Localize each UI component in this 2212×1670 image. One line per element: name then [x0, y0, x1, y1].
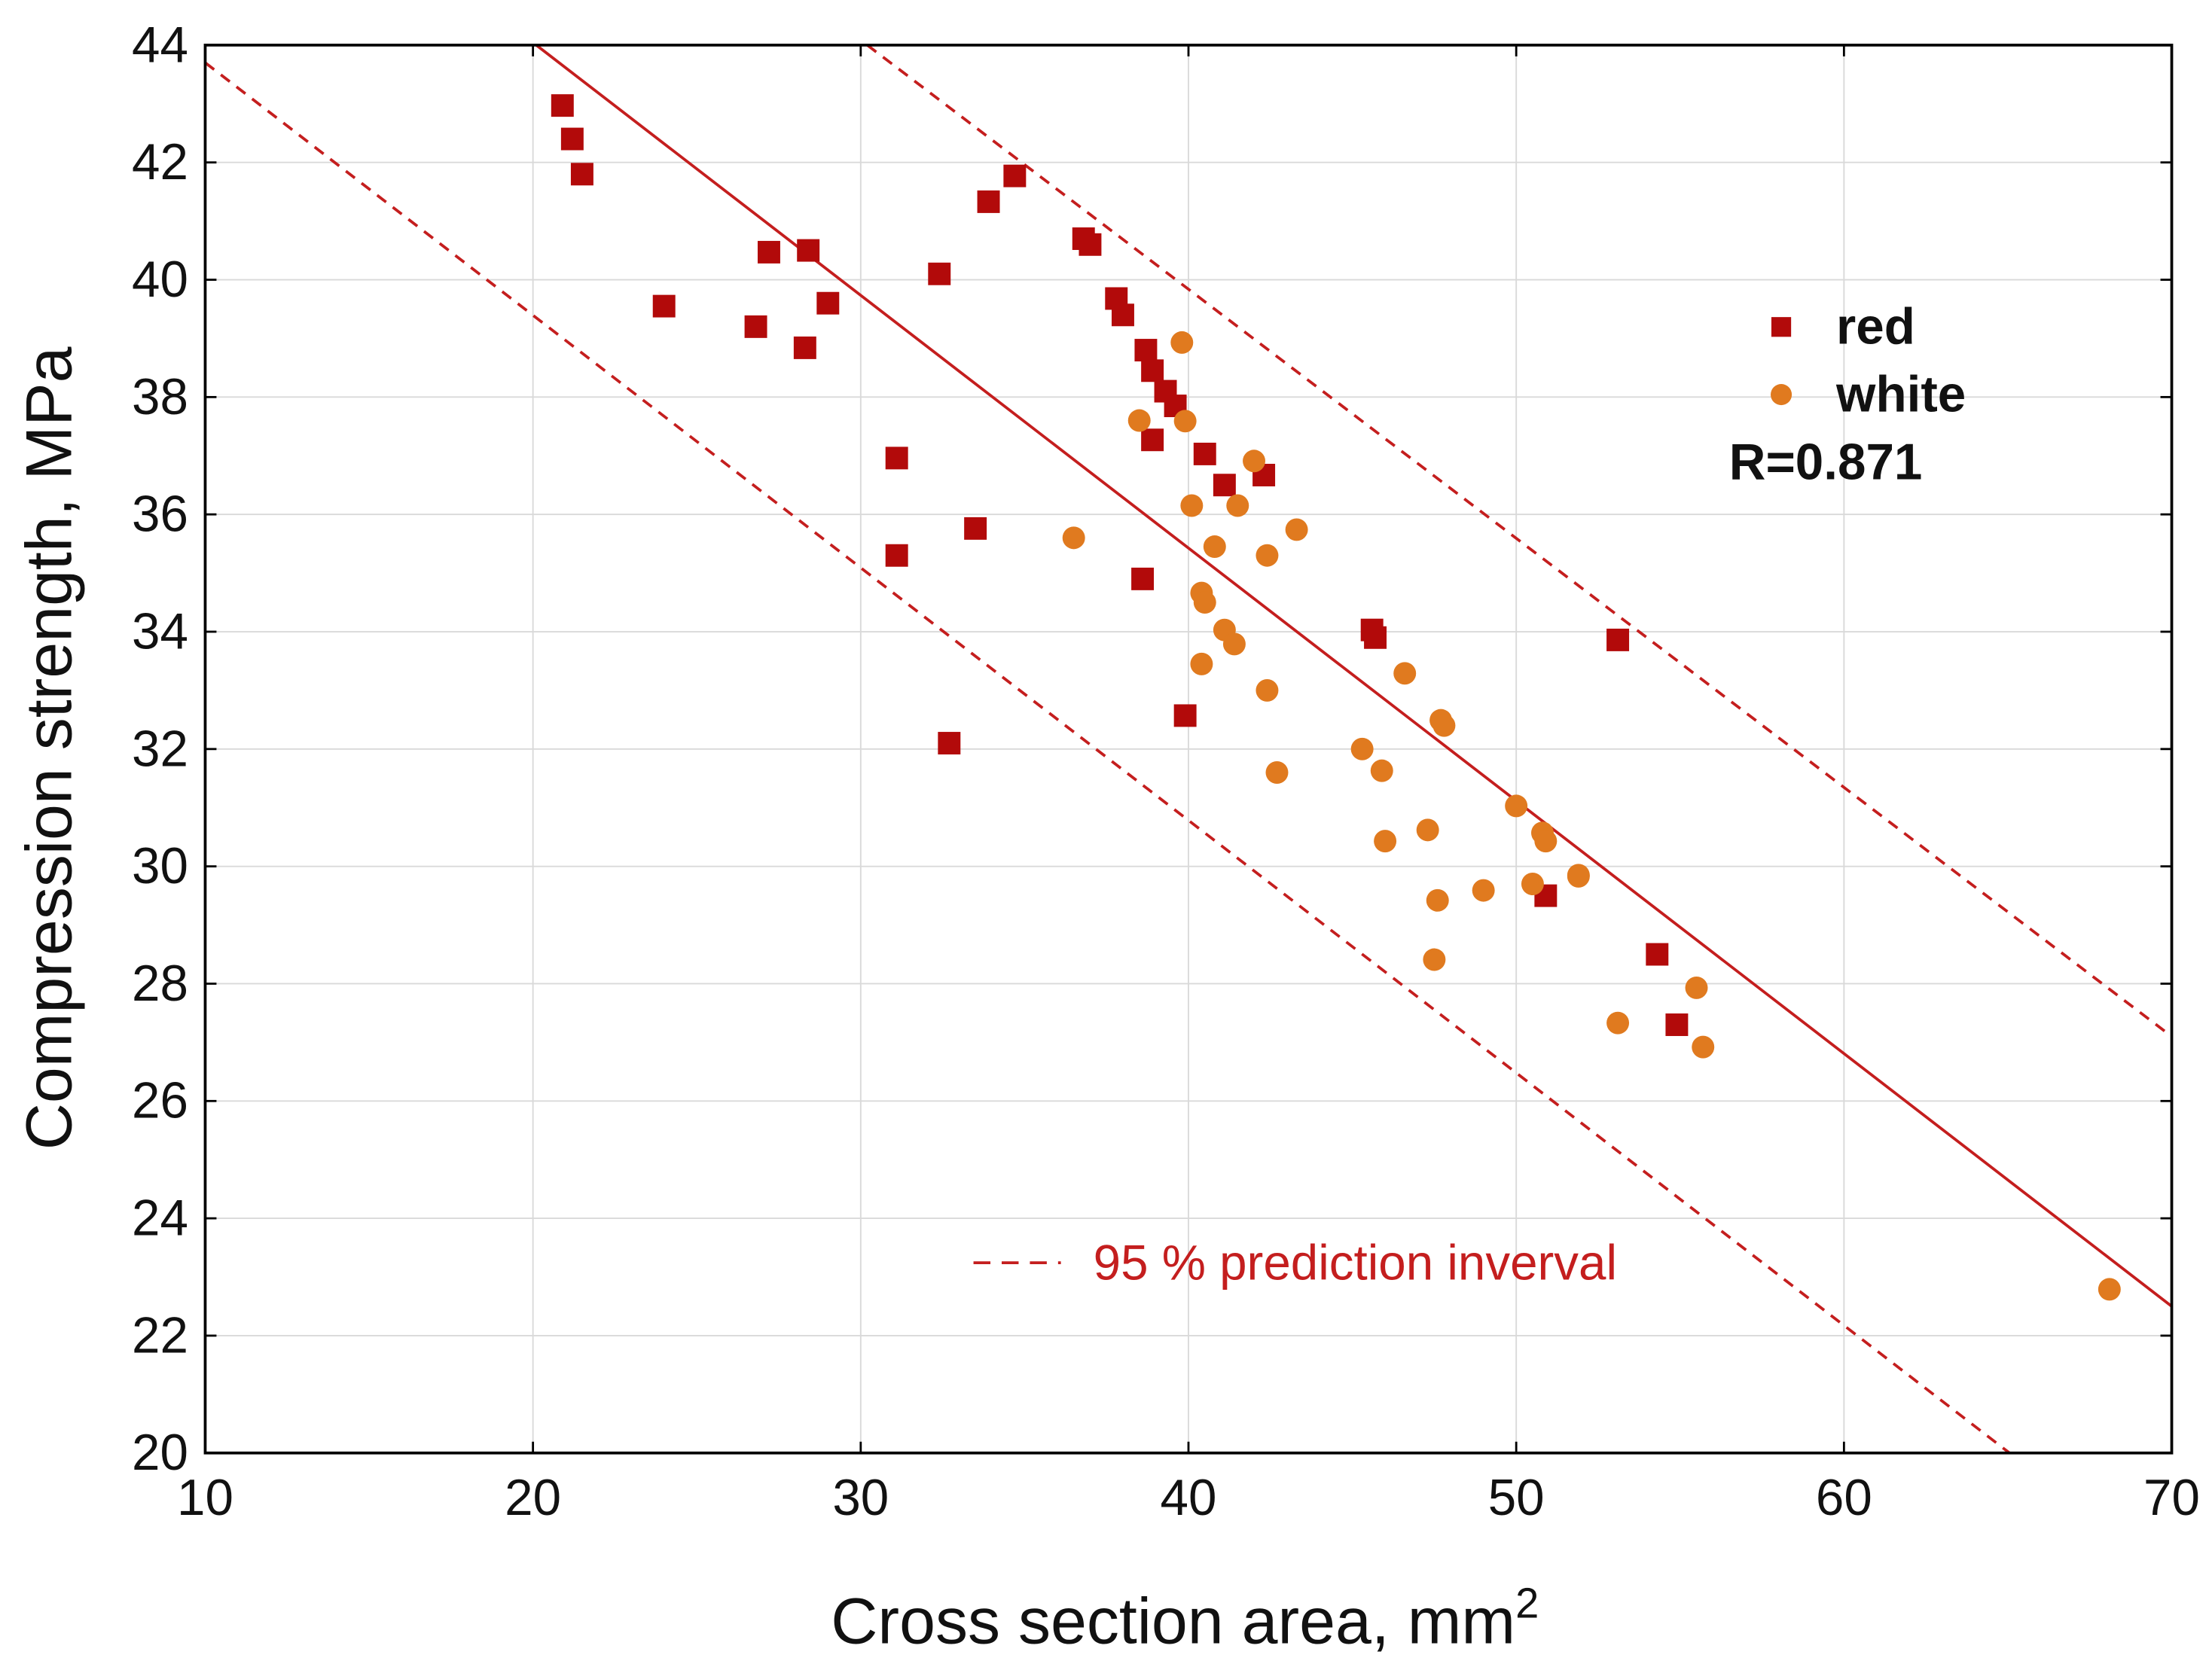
point-white	[1265, 761, 1289, 784]
x-tick-label: 40	[1161, 1470, 1217, 1526]
point-red	[797, 239, 820, 262]
point-red	[928, 262, 951, 285]
x-tick-label: 30	[832, 1470, 889, 1526]
regression-line	[535, 44, 2173, 1308]
y-tick-label: 24	[132, 1190, 188, 1247]
x-tick-label: 70	[2143, 1470, 2200, 1526]
y-tick-label: 36	[132, 486, 188, 543]
y-tick-label: 42	[132, 134, 188, 190]
point-white	[1222, 632, 1246, 656]
point-white	[1374, 830, 1397, 853]
point-white	[1170, 331, 1194, 354]
point-white	[1505, 794, 1528, 818]
point-red	[1141, 359, 1164, 382]
y-tick-label: 30	[132, 838, 188, 894]
point-white	[2098, 1278, 2121, 1301]
y-tick-label: 22	[132, 1307, 188, 1364]
x-tick-label: 60	[1816, 1470, 1872, 1526]
y-tick-label: 44	[132, 17, 188, 73]
y-tick-label: 32	[132, 721, 188, 777]
point-white	[1692, 1035, 1715, 1059]
y-tick-label: 38	[132, 369, 188, 425]
point-red	[560, 127, 584, 151]
y-tick-label: 20	[132, 1425, 188, 1481]
x-tick-label: 20	[505, 1470, 561, 1526]
prediction-interval-lower	[204, 61, 2011, 1455]
point-white	[1370, 759, 1393, 782]
point-white	[1472, 879, 1495, 902]
prediction-interval-upper	[866, 44, 2173, 1038]
point-white	[1190, 652, 1213, 675]
point-red	[1173, 704, 1197, 727]
y-tick-label: 28	[132, 955, 188, 1012]
point-white	[1416, 818, 1439, 842]
point-white	[1393, 662, 1417, 685]
point-white	[1226, 494, 1249, 517]
y-tick-label: 40	[132, 251, 188, 308]
point-red	[1646, 943, 1669, 966]
point-red	[1665, 1013, 1689, 1036]
point-red	[885, 544, 908, 567]
point-red	[1131, 567, 1155, 590]
legend: red white R=0.871	[1729, 299, 1966, 491]
x-tick-label: 10	[177, 1470, 233, 1526]
point-white	[1203, 535, 1226, 559]
data-points	[551, 94, 2121, 1301]
y-tick-label: 34	[132, 603, 188, 660]
legend-label-white: white	[1835, 367, 1966, 423]
x-tick-label: 50	[1488, 1470, 1545, 1526]
point-red	[1193, 442, 1216, 465]
grid-lines	[204, 44, 2173, 1454]
point-red	[1213, 474, 1236, 497]
point-red	[757, 240, 780, 264]
point-red	[1079, 233, 1102, 256]
point-white	[1432, 714, 1456, 737]
point-red	[1364, 626, 1387, 649]
point-red	[938, 732, 961, 755]
point-red	[1111, 303, 1134, 327]
point-white	[1426, 888, 1449, 912]
legend-marker-red	[1771, 317, 1792, 337]
point-red	[551, 94, 574, 117]
point-white	[1423, 948, 1446, 971]
point-white	[1173, 410, 1197, 433]
y-tick-label: 26	[132, 1073, 188, 1129]
point-white	[1193, 591, 1216, 614]
legend-label-red: red	[1836, 299, 1915, 355]
point-white	[1256, 678, 1279, 702]
point-red	[793, 336, 816, 359]
point-red	[1606, 628, 1630, 651]
prediction-interval-label: 95 % prediction inverval	[1094, 1236, 1617, 1291]
point-white	[1127, 409, 1151, 432]
point-red	[1141, 428, 1164, 452]
legend-marker-white	[1771, 384, 1792, 406]
point-white	[1567, 864, 1590, 888]
point-red	[744, 315, 767, 338]
point-red	[816, 291, 840, 315]
point-red	[1003, 164, 1027, 187]
point-red	[1134, 339, 1158, 362]
point-red	[977, 190, 1000, 213]
point-white	[1534, 830, 1558, 853]
point-white	[1350, 737, 1374, 760]
point-white	[1685, 976, 1708, 999]
point-white	[1606, 1011, 1630, 1035]
point-white	[1256, 544, 1279, 567]
point-white	[1243, 449, 1266, 473]
point-red	[885, 446, 908, 470]
x-axis-title: Cross section area, mm2	[831, 1580, 1539, 1658]
y-axis-title: Compression strength, MPa	[14, 346, 86, 1150]
point-red	[652, 294, 676, 318]
correlation-annotation: R=0.871	[1729, 434, 1923, 490]
point-red	[570, 163, 593, 186]
prediction-interval-legend: 95 % prediction inverval	[973, 1236, 1617, 1291]
point-white	[1285, 518, 1308, 541]
point-white	[1062, 526, 1085, 550]
point-white	[1180, 494, 1204, 517]
point-white	[1521, 873, 1544, 895]
point-red	[964, 517, 987, 540]
